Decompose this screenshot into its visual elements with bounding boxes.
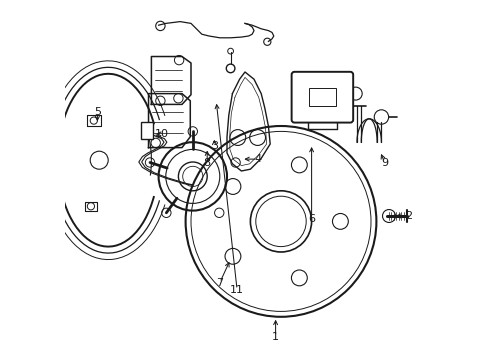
Text: 1: 1: [272, 332, 279, 342]
Text: 5: 5: [94, 107, 101, 117]
Text: 3: 3: [211, 141, 218, 151]
Text: 8: 8: [204, 158, 211, 168]
Text: 11: 11: [230, 285, 244, 295]
Text: 7: 7: [216, 278, 223, 288]
Text: 6: 6: [308, 213, 315, 224]
Bar: [309, 88, 336, 106]
Text: 2: 2: [405, 211, 412, 221]
Circle shape: [349, 87, 362, 100]
Bar: [141, 122, 153, 139]
Circle shape: [186, 126, 376, 317]
Text: 10: 10: [155, 129, 169, 139]
FancyBboxPatch shape: [292, 72, 353, 123]
Text: 4: 4: [254, 154, 261, 164]
Text: 9: 9: [381, 158, 388, 168]
